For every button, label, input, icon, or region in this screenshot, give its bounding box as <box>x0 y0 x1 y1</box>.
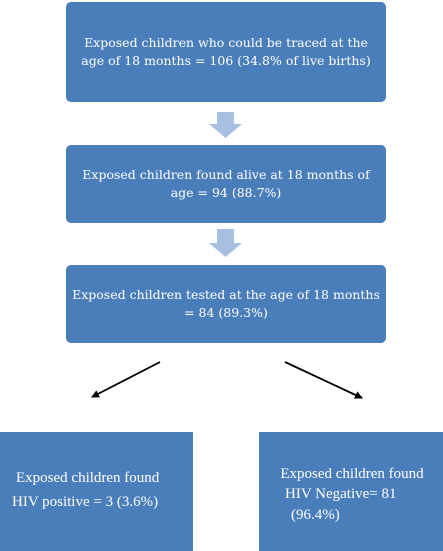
down-arrow-1 <box>209 112 242 138</box>
hiv-negative-line1: Exposed children found <box>280 466 424 482</box>
flow-box-alive-text: Exposed children found alive at 18 month… <box>82 166 370 200</box>
hiv-positive-line2: HIV positive = 3 (3.6%) <box>12 494 159 511</box>
flow-box-hiv-positive: Exposed children found HIV positive = 3 … <box>0 432 193 551</box>
down-arrow-2 <box>209 229 242 257</box>
split-arrow-left <box>91 361 161 398</box>
flow-box-traced-text: Exposed children who could be traced at … <box>81 34 371 68</box>
flow-box-traced: Exposed children who could be traced at … <box>66 2 386 102</box>
hiv-negative-line2: HIV Negative= 81 <box>285 486 397 503</box>
flow-box-tested-text: Exposed children tested at the age of 18… <box>72 286 380 320</box>
split-arrow-right <box>284 361 363 399</box>
flow-box-hiv-negative: Exposed children found HIV Negative= 81 … <box>259 432 443 551</box>
hiv-negative-line3: (96.4%) <box>291 506 340 523</box>
flow-box-tested: Exposed children tested at the age of 18… <box>66 265 386 343</box>
hiv-positive-line1: Exposed children found <box>16 470 160 486</box>
flow-box-alive: Exposed children found alive at 18 month… <box>66 145 386 223</box>
